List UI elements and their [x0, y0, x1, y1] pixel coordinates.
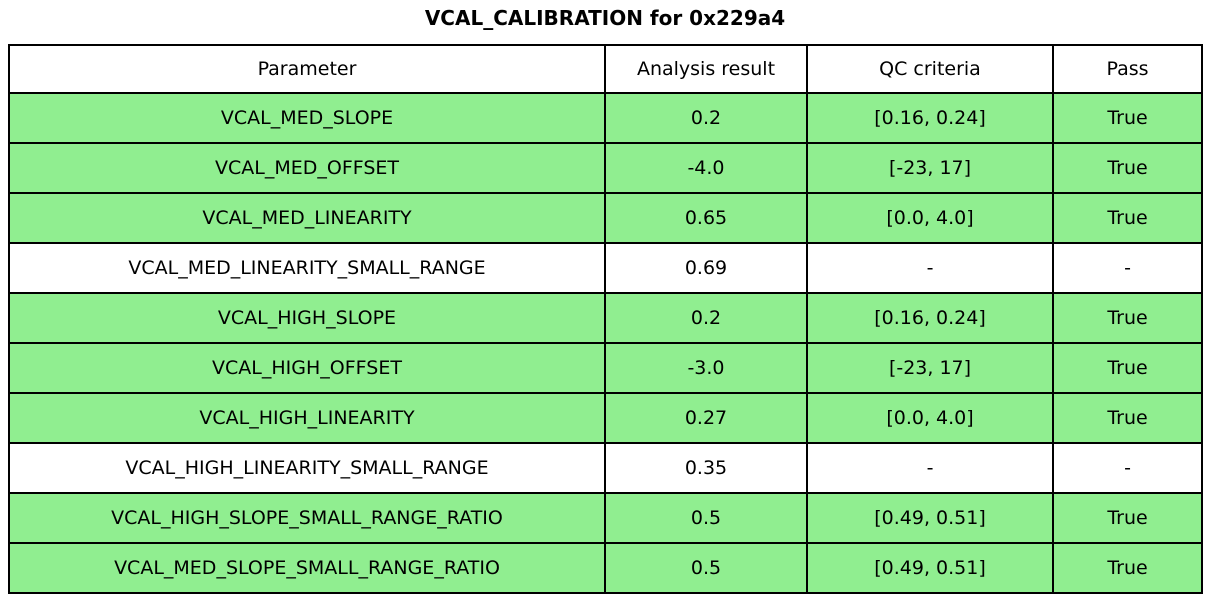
table-row: VCAL_MED_OFFSET -4.0 [-23, 17] True: [8, 142, 1203, 194]
cell-qc-criteria: [0.0, 4.0]: [806, 392, 1054, 444]
column-header-parameter: Parameter: [8, 44, 606, 94]
cell-pass: -: [1052, 242, 1203, 294]
cell-pass: True: [1052, 392, 1203, 444]
cell-qc-criteria: [-23, 17]: [806, 142, 1054, 194]
cell-analysis-result: 0.65: [604, 192, 808, 244]
cell-qc-criteria: -: [806, 442, 1054, 494]
cell-analysis-result: 0.5: [604, 492, 808, 544]
cell-parameter: VCAL_MED_LINEARITY_SMALL_RANGE: [8, 242, 606, 294]
table-row: VCAL_MED_LINEARITY_SMALL_RANGE 0.69 - -: [8, 242, 1203, 294]
table-row: VCAL_HIGH_SLOPE_SMALL_RANGE_RATIO 0.5 [0…: [8, 492, 1203, 544]
cell-analysis-result: 0.27: [604, 392, 808, 444]
cell-analysis-result: -3.0: [604, 342, 808, 394]
table-row: VCAL_HIGH_OFFSET -3.0 [-23, 17] True: [8, 342, 1203, 394]
table-header-row: Parameter Analysis result QC criteria Pa…: [8, 44, 1203, 94]
cell-parameter: VCAL_HIGH_LINEARITY: [8, 392, 606, 444]
table-row: VCAL_HIGH_LINEARITY_SMALL_RANGE 0.35 - -: [8, 442, 1203, 494]
table-row: VCAL_HIGH_SLOPE 0.2 [0.16, 0.24] True: [8, 292, 1203, 344]
qc-results-table: Parameter Analysis result QC criteria Pa…: [8, 44, 1203, 594]
table-row: VCAL_HIGH_LINEARITY 0.27 [0.0, 4.0] True: [8, 392, 1203, 444]
cell-pass: True: [1052, 492, 1203, 544]
cell-qc-criteria: [0.49, 0.51]: [806, 542, 1054, 594]
cell-parameter: VCAL_MED_SLOPE: [8, 92, 606, 144]
cell-qc-criteria: [0.16, 0.24]: [806, 292, 1054, 344]
cell-pass: -: [1052, 442, 1203, 494]
chart-title: VCAL_CALIBRATION for 0x229a4: [424, 6, 786, 30]
cell-parameter: VCAL_MED_SLOPE_SMALL_RANGE_RATIO: [8, 542, 606, 594]
table-row: VCAL_MED_LINEARITY 0.65 [0.0, 4.0] True: [8, 192, 1203, 244]
cell-parameter: VCAL_HIGH_SLOPE: [8, 292, 606, 344]
cell-pass: True: [1052, 542, 1203, 594]
column-header-pass: Pass: [1052, 44, 1203, 94]
cell-analysis-result: -4.0: [604, 142, 808, 194]
cell-qc-criteria: [0.49, 0.51]: [806, 492, 1054, 544]
cell-pass: True: [1052, 342, 1203, 394]
cell-parameter: VCAL_MED_LINEARITY: [8, 192, 606, 244]
cell-analysis-result: 0.69: [604, 242, 808, 294]
cell-qc-criteria: [-23, 17]: [806, 342, 1054, 394]
cell-parameter: VCAL_HIGH_LINEARITY_SMALL_RANGE: [8, 442, 606, 494]
cell-analysis-result: 0.35: [604, 442, 808, 494]
cell-analysis-result: 0.2: [604, 92, 808, 144]
column-header-qc-criteria: QC criteria: [806, 44, 1054, 94]
cell-pass: True: [1052, 92, 1203, 144]
cell-qc-criteria: [0.0, 4.0]: [806, 192, 1054, 244]
column-header-analysis-result: Analysis result: [604, 44, 808, 94]
cell-qc-criteria: [0.16, 0.24]: [806, 92, 1054, 144]
cell-qc-criteria: -: [806, 242, 1054, 294]
table-row: VCAL_MED_SLOPE_SMALL_RANGE_RATIO 0.5 [0.…: [8, 542, 1203, 594]
cell-parameter: VCAL_HIGH_OFFSET: [8, 342, 606, 394]
table-row: VCAL_MED_SLOPE 0.2 [0.16, 0.24] True: [8, 92, 1203, 144]
cell-pass: True: [1052, 292, 1203, 344]
cell-pass: True: [1052, 142, 1203, 194]
cell-analysis-result: 0.5: [604, 542, 808, 594]
cell-pass: True: [1052, 192, 1203, 244]
cell-analysis-result: 0.2: [604, 292, 808, 344]
cell-parameter: VCAL_MED_OFFSET: [8, 142, 606, 194]
cell-parameter: VCAL_HIGH_SLOPE_SMALL_RANGE_RATIO: [8, 492, 606, 544]
